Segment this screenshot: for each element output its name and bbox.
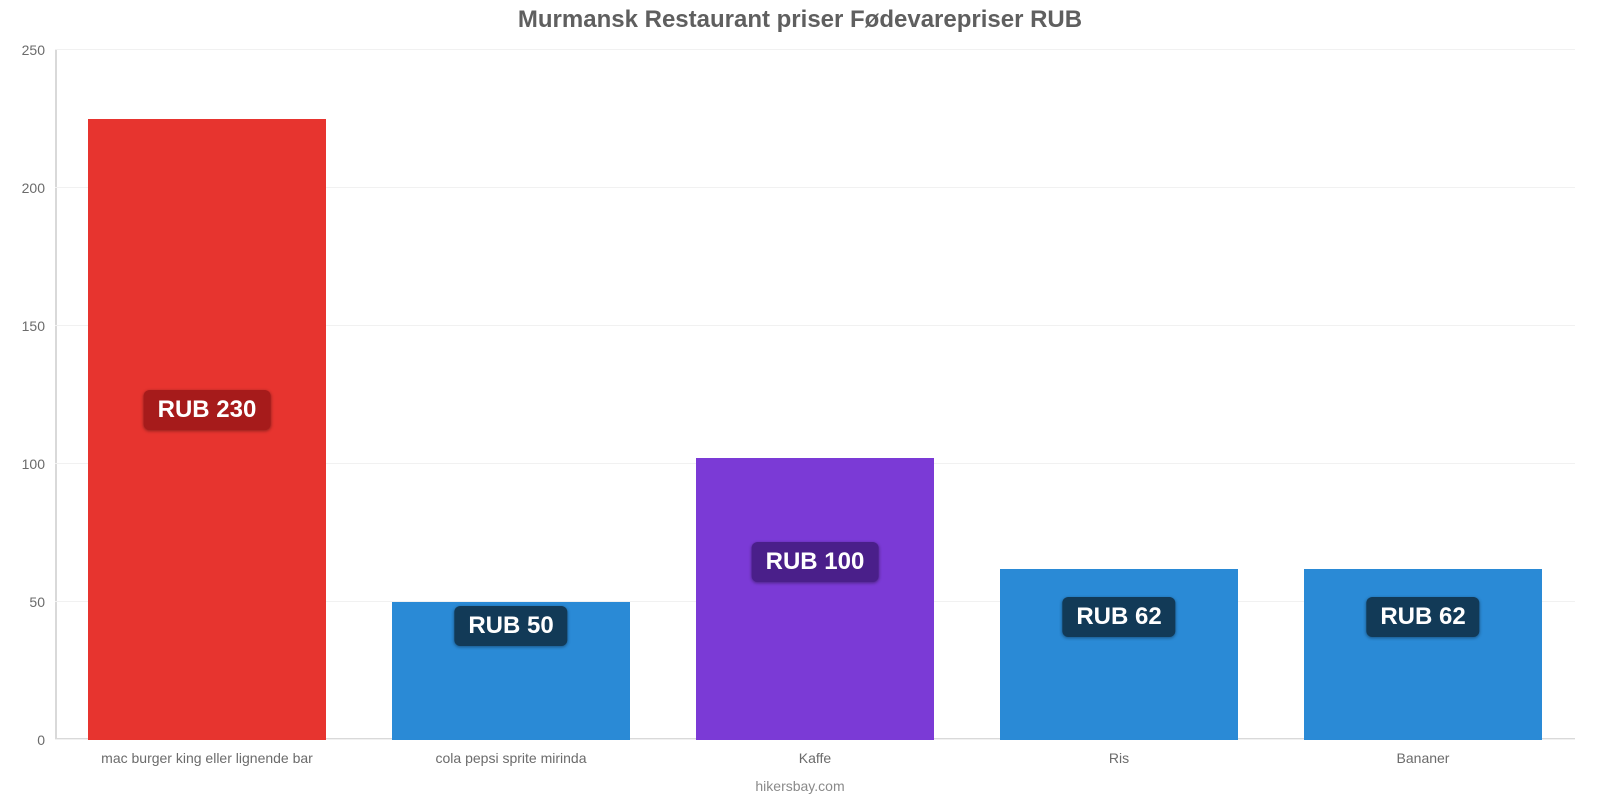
x-tick-label: Ris (1109, 740, 1129, 766)
attribution-text: hikersbay.com (0, 778, 1600, 794)
x-tick-label: Bananer (1397, 740, 1450, 766)
y-tick-label: 250 (22, 42, 55, 58)
bar-value-badge: RUB 50 (454, 606, 567, 646)
bar (1304, 569, 1541, 740)
y-tick-label: 0 (37, 732, 55, 748)
y-tick-label: 100 (22, 456, 55, 472)
chart-title: Murmansk Restaurant priser Fødevareprise… (0, 6, 1600, 34)
y-tick-label: 150 (22, 318, 55, 334)
bar (1000, 569, 1237, 740)
bar (696, 458, 933, 740)
bar-value-badge: RUB 62 (1062, 597, 1175, 637)
plot-area: 050100150200250RUB 230mac burger king el… (55, 50, 1575, 740)
y-tick-label: 200 (22, 180, 55, 196)
y-axis-line (55, 50, 57, 740)
price-bar-chart: Murmansk Restaurant priser Fødevareprise… (0, 0, 1600, 800)
bar-value-badge: RUB 62 (1366, 597, 1479, 637)
bar-value-badge: RUB 230 (144, 390, 271, 430)
bar-value-badge: RUB 100 (752, 542, 879, 582)
x-tick-label: Kaffe (799, 740, 831, 766)
grid-line (55, 49, 1575, 50)
y-tick-label: 50 (29, 594, 55, 610)
x-tick-label: cola pepsi sprite mirinda (436, 740, 587, 766)
x-tick-label: mac burger king eller lignende bar (101, 740, 313, 766)
